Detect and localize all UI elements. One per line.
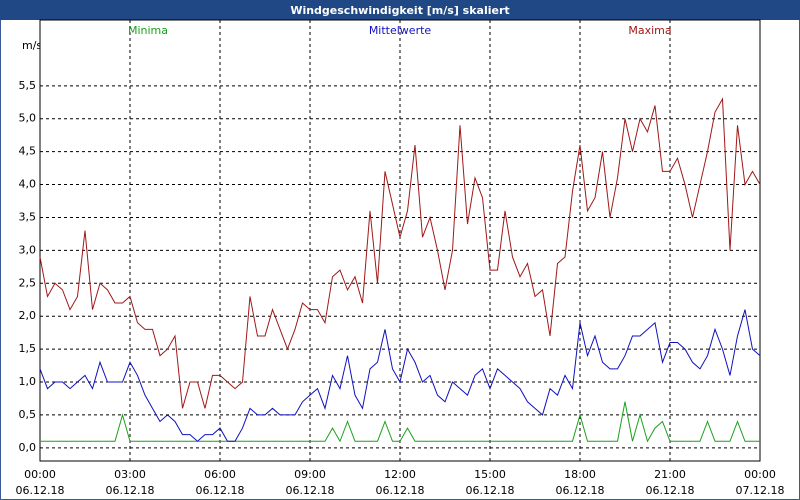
y-tick-label: 5,0 (19, 112, 37, 125)
x-tick-label: 00:00 (24, 468, 56, 481)
x-tick-date: 06.12.18 (286, 484, 335, 497)
series-line (39, 97, 761, 409)
x-tick-label: 09:00 (294, 468, 326, 481)
x-tick-label: 03:00 (114, 468, 146, 481)
x-tick-label: 15:00 (474, 468, 506, 481)
y-tick-label: 2,0 (19, 309, 37, 322)
x-tick-date: 06.12.18 (196, 484, 245, 497)
series-line (40, 401, 760, 443)
series-line (39, 309, 761, 442)
x-tick-label: 21:00 (654, 468, 686, 481)
y-tick-label: 3,5 (19, 210, 37, 223)
y-tick-label: 4,0 (19, 178, 37, 191)
x-tick-date: 06.12.18 (556, 484, 605, 497)
y-tick-label: 0,0 (19, 441, 37, 454)
x-tick-label: 06:00 (204, 468, 236, 481)
x-tick-date: 06.12.18 (16, 484, 65, 497)
y-tick-label: 1,0 (19, 375, 37, 388)
chart-title: Windgeschwindigkeit [m/s] skaliert (290, 4, 509, 17)
y-tick-label: 0,5 (19, 408, 37, 421)
legend-label: Minima (128, 24, 168, 37)
x-tick-date: 06.12.18 (106, 484, 155, 497)
x-tick-label: 00:00 (744, 468, 776, 481)
y-tick-label: 1,5 (19, 342, 37, 355)
legend-label: Mittelwerte (369, 24, 432, 37)
y-tick-label: 4,5 (19, 145, 37, 158)
y-tick-label: 5,5 (19, 79, 37, 92)
y-tick-label: 2,5 (19, 276, 37, 289)
y-tick-label: 3,0 (19, 243, 37, 256)
x-tick-label: 18:00 (564, 468, 596, 481)
x-tick-date: 07.12.18 (736, 484, 785, 497)
x-tick-date: 06.12.18 (646, 484, 695, 497)
x-tick-date: 06.12.18 (466, 484, 515, 497)
x-tick-date: 06.12.18 (376, 484, 425, 497)
title-bar (0, 0, 800, 20)
x-tick-label: 12:00 (384, 468, 416, 481)
legend-label: Maxima (628, 24, 671, 37)
y-axis-label: m/s (22, 39, 42, 52)
